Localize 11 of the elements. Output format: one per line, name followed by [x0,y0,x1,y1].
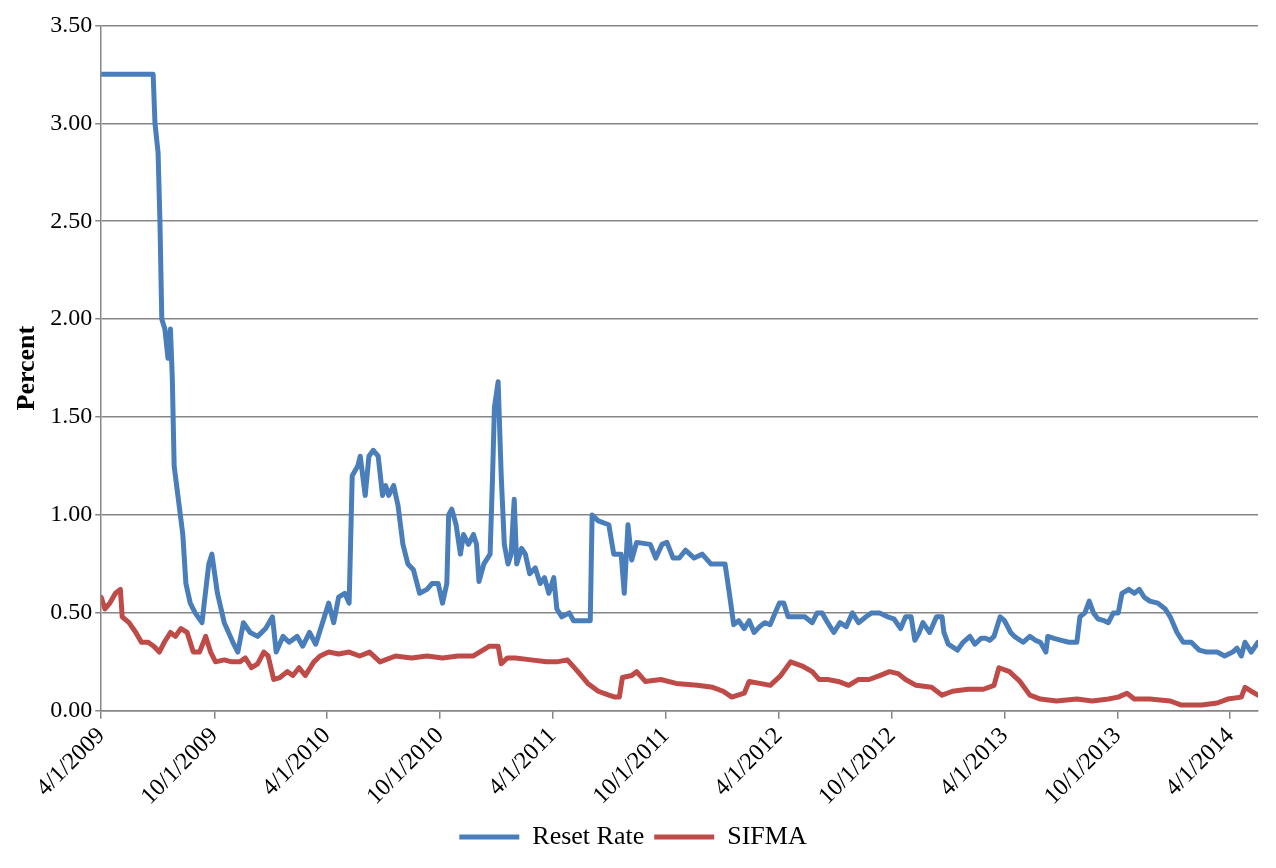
y-tick-label: 1.00 [50,500,93,527]
y-tick-label: 2.50 [50,206,93,233]
y-tick-label: 0.50 [50,598,93,625]
y-tick-label: 3.50 [50,10,93,37]
legend-label: Reset Rate [532,820,645,850]
y-axis-title: Percent [11,325,41,411]
y-tick-label: 1.50 [50,402,93,429]
y-tick-label: 0.00 [50,696,93,723]
legend-label: SIFMA [727,820,807,850]
y-tick-label: 3.00 [50,108,93,135]
y-tick-label: 2.00 [50,304,93,331]
